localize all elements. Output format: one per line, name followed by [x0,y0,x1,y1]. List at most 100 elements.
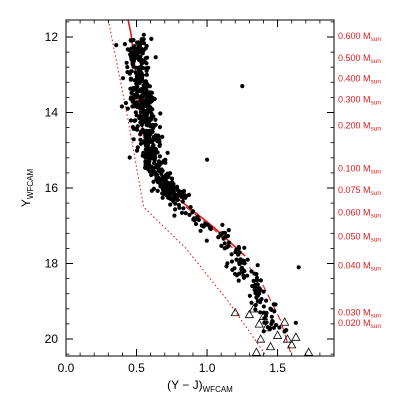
triangle-point [291,332,301,341]
scatter-point [227,240,232,245]
mass-label-sub: sun [371,313,382,320]
mass-label-value: 0.500 M [338,53,371,63]
x-tick-label: 0.0 [58,361,75,375]
mass-label-sub: sun [371,213,382,220]
scatter-point [153,55,158,60]
mass-label-sub: sun [371,126,382,133]
scatter-point [163,157,168,162]
triangle-point [244,309,255,319]
mass-label-value: 0.100 M [338,163,371,173]
mass-label: 0.600 Msun [338,31,381,43]
scatter-point [293,320,298,325]
mass-label: 0.500 Msun [338,53,381,65]
scatter-point [135,145,140,150]
scatter-point [128,76,133,81]
scatter-point [132,44,137,49]
mass-label-value: 0.200 M [338,121,371,131]
scatter-point [136,88,142,93]
scatter-point [134,113,139,118]
scatter-point [145,83,150,88]
scatter-point [226,228,231,233]
scatter-point [144,72,149,77]
scatter-point [255,263,260,268]
mass-label-value: 0.050 M [338,231,371,241]
scatter-point [229,252,234,257]
scatter-point [123,100,128,106]
y-axis-title: YWFCAM [19,169,35,208]
scatter-point [145,117,150,122]
scatter-point [141,152,146,157]
scatter-point [149,36,154,42]
scatter-point [171,187,176,192]
scatter-point [222,241,227,246]
scatter-point [264,320,269,325]
scatter-point [137,73,143,78]
scatter-point [138,54,143,59]
scatter-point [151,186,156,191]
mass-label-sub: sun [371,323,382,330]
scatter-point [141,41,147,46]
scatter-point [114,43,119,48]
mass-label-value: 0.060 M [338,208,371,218]
scatter-point [134,81,139,86]
scatter-point [151,179,156,184]
scatter-point [233,250,238,255]
scatter-point [150,96,155,101]
scatter-point [145,138,150,143]
mass-label-sub: sun [371,236,382,243]
scatter-point [183,211,188,216]
scatter-point [150,139,155,144]
scatter-point [119,104,124,109]
scatter-point [133,118,138,123]
mass-label-sub: sun [371,36,382,43]
scatter-point [143,159,148,164]
scatter-point [177,192,182,197]
y-tick-label: 18 [45,257,59,271]
scatter-point [144,132,149,138]
scatter-point [273,322,279,328]
scatter-point [234,257,239,262]
mass-label-value: 0.300 M [338,94,371,104]
scatter-point [153,149,158,154]
scatter-point [162,178,167,183]
x-tick-label: 1.0 [199,361,216,375]
y-tick-label: 12 [45,30,59,44]
scatter-point [165,175,170,180]
scatter-point [131,137,136,142]
scatter-point [160,195,165,200]
scatter-point [156,163,161,168]
scatter-point [147,146,152,151]
mass-label: 0.050 Msun [338,231,381,243]
mass-label-sub: sun [371,168,382,175]
scatter-point [137,78,142,83]
scatter-point [140,105,145,110]
scatter-point [177,205,182,210]
triangle-point [279,317,290,326]
scatter-point [148,105,153,110]
x-tick-label: 1.5 [269,361,286,375]
triangle-point [287,339,297,349]
scatter-point [150,129,155,134]
scatter-point [138,129,143,134]
scatter-point [141,108,146,113]
scatter-point [154,175,159,180]
scatter-point [173,207,178,212]
scatter-point [139,57,144,63]
x-axis-ticks: 0.0 0.5 1.0 1.5 [58,20,321,375]
scatter-point [167,181,172,186]
scatter-point [241,258,247,263]
scatter-point [229,259,234,264]
triangle-point [255,334,266,343]
x-tick-label: 0.5 [128,361,145,375]
scatter-point [157,154,163,159]
scatter-point [141,37,146,42]
y-axis-title-sub: WFCAM [26,169,35,200]
scatter-point [143,165,148,170]
scatter-point [165,150,170,155]
scatter-point [163,185,168,190]
scatter-point [277,325,282,330]
y-tick-label: 20 [45,332,59,346]
scatter-point [219,243,224,248]
